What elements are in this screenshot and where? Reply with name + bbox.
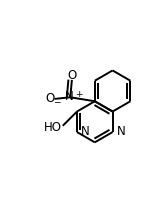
- Text: +: +: [76, 90, 83, 99]
- Text: N: N: [65, 91, 74, 103]
- Text: N: N: [81, 125, 90, 138]
- Text: O: O: [46, 92, 55, 105]
- Text: HO: HO: [43, 120, 61, 134]
- Text: O: O: [67, 69, 76, 82]
- Text: N: N: [117, 125, 125, 138]
- Text: −: −: [53, 98, 61, 107]
